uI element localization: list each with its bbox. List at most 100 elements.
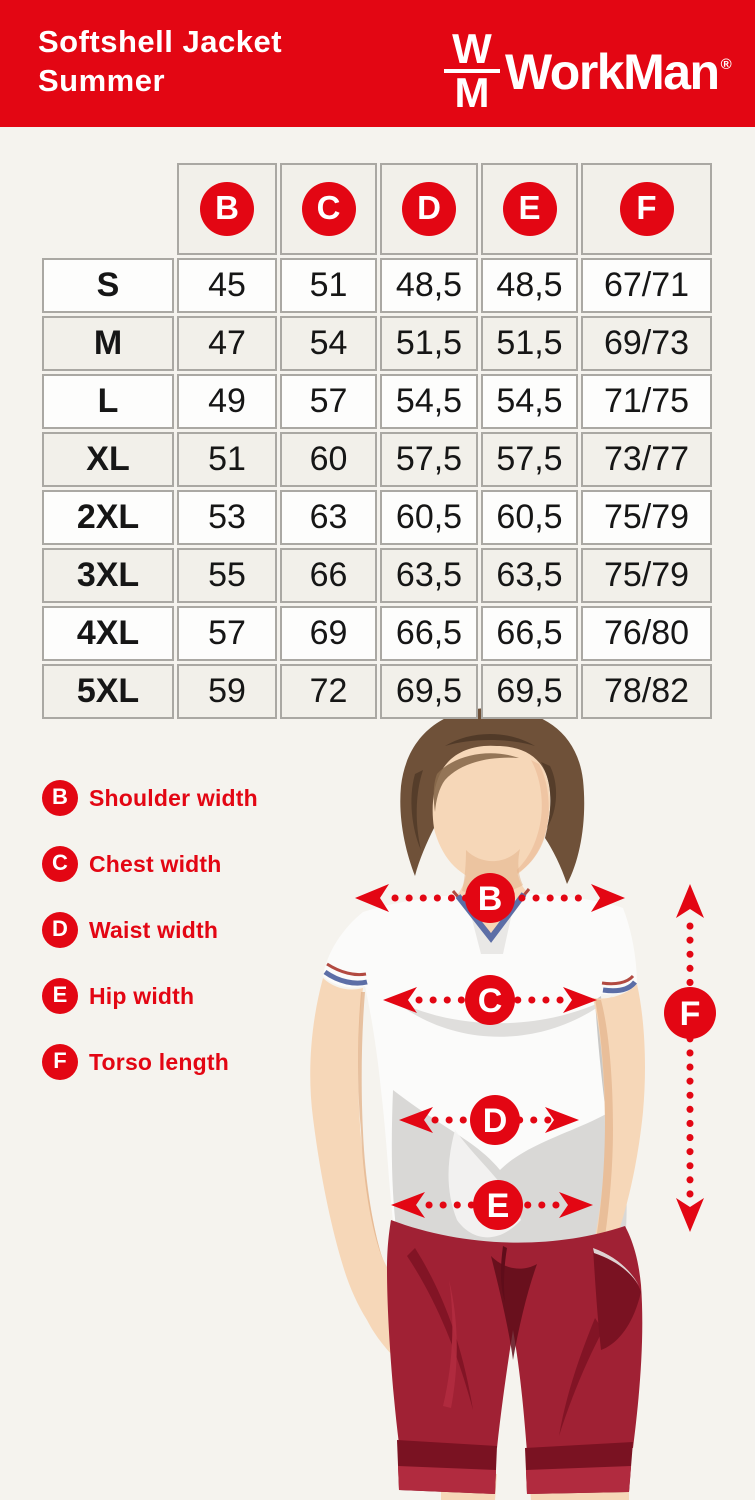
legend-badge-d: D — [42, 912, 78, 948]
column-badge-f: F — [619, 182, 674, 236]
legend-item-torso: F Torso length — [42, 1044, 258, 1080]
table-cell: 75/79 — [581, 548, 712, 603]
table-cell: 72 — [280, 664, 377, 719]
hair-streak — [445, 734, 535, 746]
model-illustration: B C D E F — [310, 708, 716, 1500]
table-cell: 73/77 — [581, 432, 712, 487]
brand-logo: W M WorkMan ® — [444, 25, 732, 114]
table-cell: 69 — [280, 606, 377, 661]
arrowhead-left — [383, 987, 417, 1013]
marker-f — [664, 987, 716, 1039]
hair-highlight — [433, 753, 519, 812]
table-cell: 59 — [177, 664, 277, 719]
size-label: S — [42, 258, 174, 313]
legend-label: Shoulder width — [89, 784, 258, 811]
legend-item-hip: E Hip width — [42, 978, 258, 1014]
table-cell: 53 — [177, 490, 277, 545]
column-header-d: D — [380, 163, 478, 255]
table-cell: 51 — [280, 258, 377, 313]
hair-streak — [541, 762, 557, 828]
legend-badge-e: E — [42, 978, 78, 1014]
table-cell: 54 — [280, 316, 377, 371]
marker-f-letter: F — [680, 995, 701, 1033]
legend-label: Torso length — [89, 1048, 229, 1075]
size-label: 3XL — [42, 548, 174, 603]
arrowhead-right — [545, 1107, 579, 1133]
column-badge-e: E — [502, 182, 557, 236]
monogram-w: W — [452, 25, 492, 72]
right-cuff-fold — [526, 1466, 631, 1494]
shorts-fly — [500, 1246, 507, 1302]
table-cell: 47 — [177, 316, 277, 371]
legend-item-waist: D Waist width — [42, 912, 258, 948]
marker-d-letter: D — [483, 1102, 508, 1140]
page-title-line2: Summer — [38, 63, 166, 98]
legend-badge-b: B — [42, 780, 78, 816]
table-cell: 54,5 — [380, 374, 478, 429]
arrowhead-left — [355, 884, 389, 912]
brand-name: WorkMan ® — [505, 44, 732, 100]
table-cell: 66,5 — [380, 606, 478, 661]
shorts-highlight — [443, 1280, 457, 1408]
registered-mark: ® — [720, 56, 732, 73]
size-label: M — [42, 316, 174, 371]
pocket-flap — [593, 1248, 641, 1350]
marker-d — [470, 1095, 520, 1145]
table-cell: 60,5 — [380, 490, 478, 545]
table-cell: 63,5 — [481, 548, 578, 603]
marker-b-letter: B — [478, 880, 503, 918]
table-cell: 57 — [280, 374, 377, 429]
table-cell: 69,5 — [380, 664, 478, 719]
marker-e — [473, 1180, 523, 1230]
table-cell: 51,5 — [481, 316, 578, 371]
legend-badge-c: C — [42, 846, 78, 882]
header-banner: Softshell Jacket Summer W M WorkMan ® — [0, 0, 755, 127]
hair-streak — [411, 770, 423, 850]
sleeve-trim-blue-right — [602, 980, 637, 994]
size-table: B C D E F S 45 51 48,5 48,5 67/71 M 47 5… — [42, 163, 712, 719]
marker-b — [465, 873, 515, 923]
legend-item-chest: C Chest width — [42, 846, 258, 882]
arrowhead-left — [391, 1192, 425, 1218]
column-header-e: E — [481, 163, 578, 255]
table-cell: 57,5 — [380, 432, 478, 487]
column-badge-b: B — [200, 182, 254, 236]
table-cell: 69/73 — [581, 316, 712, 371]
table-cell: 51 — [177, 432, 277, 487]
brand-monogram: W M — [444, 25, 500, 114]
left-arm — [310, 978, 416, 1361]
table-cell: 60,5 — [481, 490, 578, 545]
table-cell: 55 — [177, 548, 277, 603]
table-cell: 48,5 — [481, 258, 578, 313]
table-cell: 63 — [280, 490, 377, 545]
table-cell: 49 — [177, 374, 277, 429]
sleeve-trim-red-left — [326, 962, 367, 977]
table-cell: 69,5 — [481, 664, 578, 719]
column-header-b: B — [177, 163, 277, 255]
table-cell: 76/80 — [581, 606, 712, 661]
sleeve-trim-blue-left — [323, 969, 368, 986]
legend-label: Chest width — [89, 850, 222, 877]
arrowhead-right — [591, 884, 625, 912]
size-label: 2XL — [42, 490, 174, 545]
hair — [400, 708, 585, 884]
table-cell: 67/71 — [581, 258, 712, 313]
legend-label: Waist width — [89, 916, 219, 943]
arrowhead-left — [399, 1107, 433, 1133]
table-cell: 51,5 — [380, 316, 478, 371]
tshirt-shade-collar — [467, 899, 515, 954]
table-cell: 60 — [280, 432, 377, 487]
legend-item-shoulder: B Shoulder width — [42, 780, 258, 816]
table-cell: 45 — [177, 258, 277, 313]
size-label: 4XL — [42, 606, 174, 661]
marker-c-letter: C — [478, 982, 503, 1020]
shorts-fold — [559, 1318, 603, 1436]
measurement-legend: B Shoulder width C Chest width D Waist w… — [42, 780, 258, 1080]
size-label: L — [42, 374, 174, 429]
table-cell: 75/79 — [581, 490, 712, 545]
page-title: Softshell Jacket Summer — [38, 22, 282, 100]
tshirt-shade-chest — [391, 996, 613, 1037]
arrowhead-right — [563, 987, 597, 1013]
table-cell: 71/75 — [581, 374, 712, 429]
column-header-f: F — [581, 163, 712, 255]
